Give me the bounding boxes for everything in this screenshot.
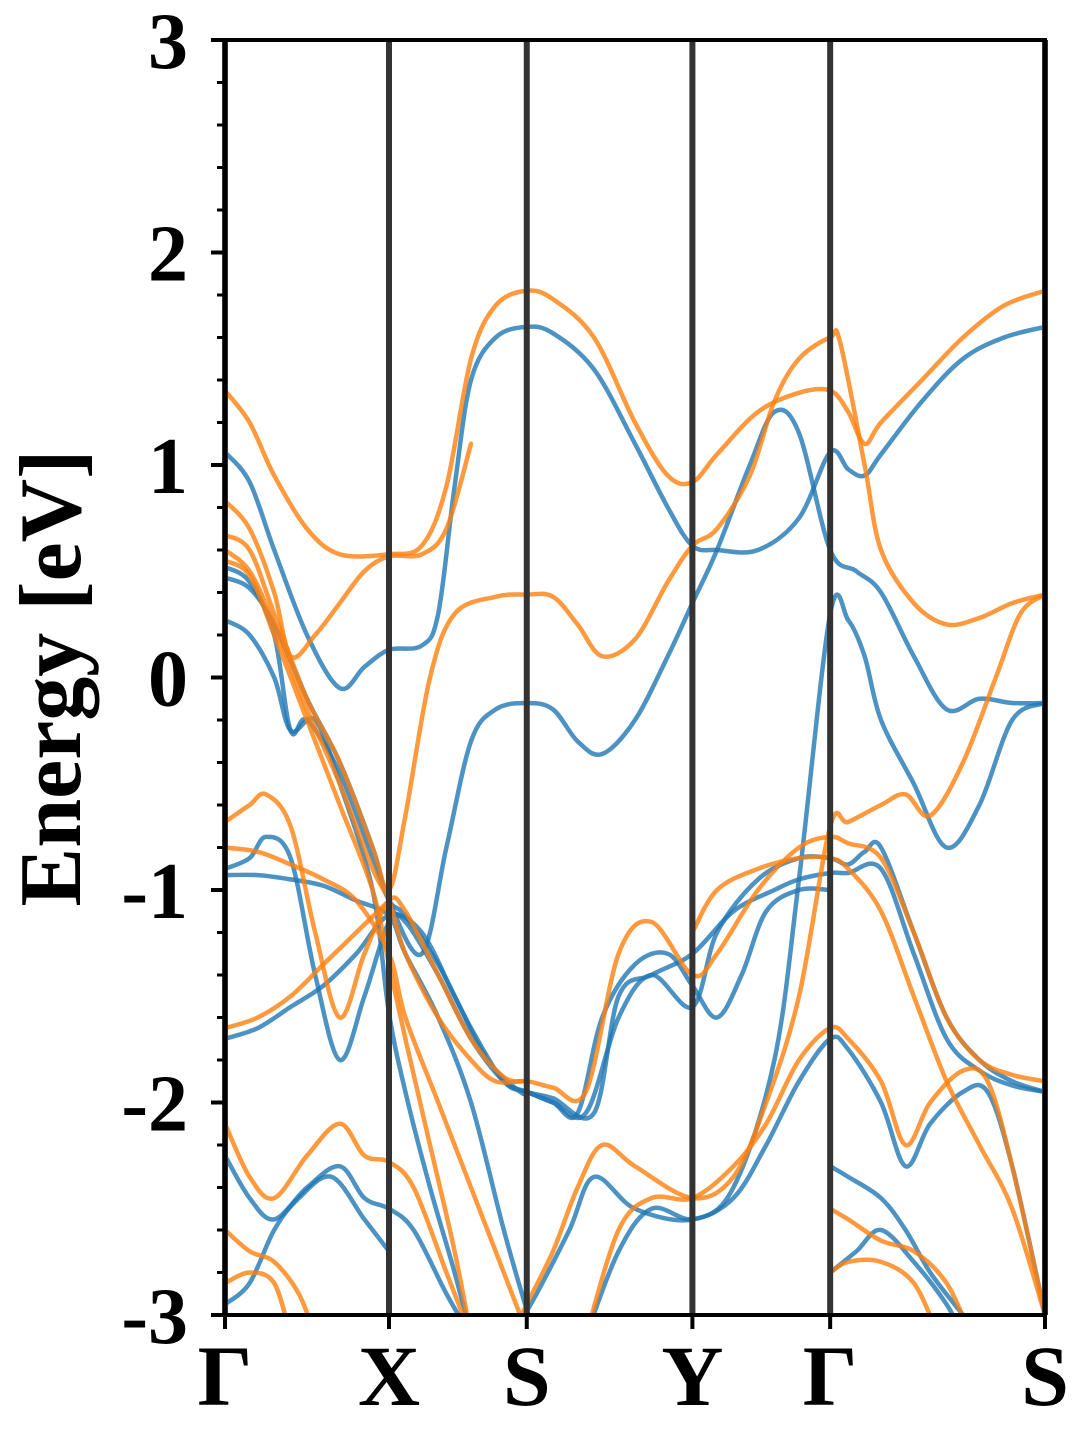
series-1-band-5 bbox=[521, 592, 1045, 1315]
y-tick-label-7: 3 bbox=[148, 0, 188, 86]
series-1-band-12 bbox=[225, 1174, 392, 1307]
series-2-band-9 bbox=[225, 898, 392, 1031]
y-tick-label-1: -3 bbox=[121, 1273, 188, 1361]
series-1-band-11 bbox=[591, 1034, 1045, 1315]
series-2-band-10 bbox=[690, 854, 1045, 1315]
x-tick-label-3: S bbox=[503, 1328, 551, 1424]
bands-layer bbox=[225, 288, 1045, 1315]
series-1-band-13 bbox=[827, 1227, 956, 1315]
series-2-band-6 bbox=[519, 592, 1045, 1315]
y-tick-label-5: 1 bbox=[148, 423, 188, 511]
y-axis-ticks: -3 -2 -1 0 1 2 3 bbox=[121, 0, 225, 1361]
x-tick-label-6: S bbox=[1021, 1328, 1069, 1424]
series-2-band-12 bbox=[589, 1024, 1045, 1315]
y-axis-label: Energy [eV] bbox=[3, 450, 100, 907]
series-2-band-13 bbox=[225, 1227, 311, 1315]
y-tick-label-4: 0 bbox=[148, 636, 188, 724]
series-2-band-7 bbox=[225, 791, 530, 1084]
y-tick-label-6: 2 bbox=[148, 211, 188, 299]
series-2-band-14 bbox=[225, 1270, 288, 1315]
series-2-band-15 bbox=[827, 1257, 933, 1315]
y-tick-label-3: -1 bbox=[121, 848, 188, 936]
series-2-band-2 bbox=[225, 441, 474, 660]
series-1-band-2 bbox=[225, 564, 1045, 1121]
x-tick-label-1: Γ bbox=[198, 1328, 253, 1424]
series-2-band-8 bbox=[225, 845, 523, 1315]
series-1-band-4 bbox=[225, 617, 468, 1315]
y-tick-label-2: -2 bbox=[121, 1061, 188, 1149]
series-2-band-4 bbox=[225, 547, 1045, 1104]
series-2-band-1 bbox=[225, 288, 1045, 559]
series-2-band-11 bbox=[225, 1121, 466, 1315]
series-1-band-9 bbox=[524, 886, 833, 1121]
x-tick-label-4: Y bbox=[661, 1328, 723, 1424]
series-2-band-16 bbox=[827, 1206, 965, 1315]
series-2-band-5 bbox=[225, 558, 470, 1315]
series-2-band-3 bbox=[225, 328, 1045, 893]
series-1-band-14 bbox=[827, 1164, 966, 1315]
series-1-band-8 bbox=[225, 912, 530, 1097]
x-tick-label-2: X bbox=[358, 1328, 420, 1424]
series-1-band-10 bbox=[225, 1153, 462, 1315]
x-tick-label-5: Γ bbox=[803, 1328, 858, 1424]
series-1-band-3 bbox=[225, 407, 1045, 958]
series-1-band-6 bbox=[225, 834, 1045, 1121]
